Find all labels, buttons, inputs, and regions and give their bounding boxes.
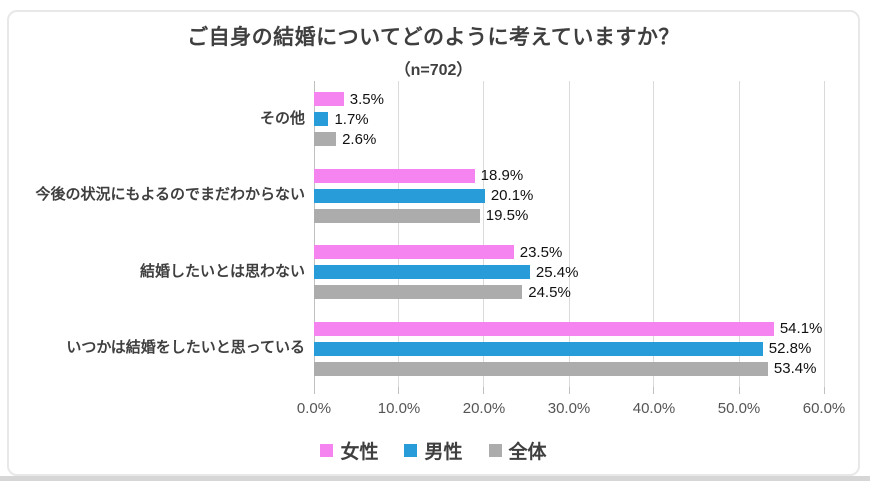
bar-女性 bbox=[314, 321, 774, 336]
bar-line: 3.5% bbox=[314, 91, 824, 108]
bar-value-label: 53.4% bbox=[773, 360, 817, 378]
bar-line: 23.5% bbox=[314, 244, 824, 261]
x-tick-label: 40.0% bbox=[632, 400, 676, 417]
legend-label: 女性 bbox=[340, 441, 379, 463]
category-label: 結婚したいとは思わない bbox=[139, 262, 305, 280]
bar-group: 23.5% 25.4% 24.5% bbox=[314, 234, 824, 311]
x-axis-ticks bbox=[313, 387, 825, 394]
bar-line: 53.4% bbox=[314, 360, 824, 377]
bar-rows: 3.5% 1.7% 2.6% 18.9% 20.1% 19.5% 23.5% 25.4% 24.… bbox=[314, 81, 824, 387]
axis-tick bbox=[568, 387, 570, 394]
chart-frame: ご自身の結婚についてどのように考えていますか？ （n=702） その他今後の状況… bbox=[7, 10, 860, 476]
bar-男性 bbox=[314, 341, 763, 356]
bar-line: 1.7% bbox=[314, 111, 824, 128]
plot-area: 3.5% 1.7% 2.6% 18.9% 20.1% 19.5% 23.5% 25.4% 24.… bbox=[313, 81, 825, 387]
gridline bbox=[738, 81, 740, 387]
gridline bbox=[568, 81, 570, 387]
bar-value-label: 1.7% bbox=[334, 110, 369, 128]
x-tick-label: 50.0% bbox=[717, 400, 761, 417]
x-tick-label: 20.0% bbox=[462, 400, 506, 417]
bar-value-label: 54.1% bbox=[779, 320, 823, 338]
axis-tick bbox=[823, 387, 825, 394]
legend-item-女性: 女性 bbox=[320, 437, 378, 464]
bar-value-label: 18.9% bbox=[480, 167, 524, 185]
legend-label: 男性 bbox=[424, 441, 463, 463]
bar-全体 bbox=[314, 132, 337, 147]
bar-value-label: 19.5% bbox=[485, 207, 529, 225]
legend-swatch bbox=[488, 443, 502, 457]
gridline bbox=[823, 81, 825, 387]
bar-女性 bbox=[314, 245, 514, 260]
bar-全体 bbox=[314, 285, 523, 300]
x-axis-labels: 0.0% 10.0% 20.0% 30.0% 40.0% 50.0% 60.0% bbox=[297, 400, 845, 420]
legend-label: 全体 bbox=[508, 441, 547, 463]
bar-男性 bbox=[314, 188, 485, 203]
x-tick-label: 0.0% bbox=[296, 400, 332, 417]
bar-line: 24.5% bbox=[314, 284, 824, 301]
gridline bbox=[653, 81, 655, 387]
x-tick-label: 30.0% bbox=[547, 400, 591, 417]
bar-value-label: 23.5% bbox=[519, 243, 563, 261]
category-axis-labels: その他今後の状況にもよるのでまだわからない結婚したいとは思わないいつかは結婚をし… bbox=[9, 81, 305, 387]
bar-group: 18.9% 20.1% 19.5% bbox=[314, 158, 824, 235]
legend-item-男性: 男性 bbox=[404, 437, 463, 464]
axis-tick bbox=[313, 387, 315, 394]
bar-value-label: 2.6% bbox=[342, 130, 377, 148]
axis-tick bbox=[738, 387, 740, 394]
chart-subtitle: （n=702） bbox=[394, 62, 473, 79]
axis-tick bbox=[483, 387, 485, 394]
bar-全体 bbox=[314, 208, 480, 223]
bar-女性 bbox=[314, 92, 344, 107]
category-label: その他 bbox=[259, 109, 305, 127]
gridline bbox=[483, 81, 485, 387]
bar-line: 2.6% bbox=[314, 131, 824, 148]
bar-line: 54.1% bbox=[314, 320, 824, 337]
bar-男性 bbox=[314, 112, 329, 127]
bar-value-label: 52.8% bbox=[768, 340, 812, 358]
bar-line: 52.8% bbox=[314, 340, 824, 357]
x-tick-label: 60.0% bbox=[802, 400, 846, 417]
legend-swatch bbox=[320, 443, 334, 457]
legend-swatch bbox=[404, 443, 418, 457]
x-tick-label: 10.0% bbox=[377, 400, 421, 417]
chart-title: ご自身の結婚についてどのように考えていますか？ bbox=[187, 26, 680, 49]
category-label: いつかは結婚をしたいと思っている bbox=[66, 339, 305, 357]
bar-line: 20.1% bbox=[314, 187, 824, 204]
category-label: 今後の状況にもよるのでまだわからない bbox=[35, 186, 305, 204]
bar-line: 19.5% bbox=[314, 207, 824, 224]
value-axis-line bbox=[313, 81, 315, 387]
legend: 女性 男性 全体 bbox=[9, 437, 858, 463]
axis-tick bbox=[653, 387, 655, 394]
axis-tick bbox=[398, 387, 400, 394]
legend-item-全体: 全体 bbox=[488, 437, 547, 464]
gridline bbox=[398, 81, 400, 387]
bar-全体 bbox=[314, 361, 768, 376]
bar-value-label: 3.5% bbox=[349, 90, 384, 108]
bottom-strip bbox=[0, 476, 870, 481]
bar-line: 18.9% bbox=[314, 167, 824, 184]
bar-group: 54.1% 52.8% 53.4% bbox=[314, 311, 824, 388]
bar-group: 3.5% 1.7% 2.6% bbox=[314, 81, 824, 158]
bar-女性 bbox=[314, 168, 475, 183]
bar-value-label: 25.4% bbox=[535, 263, 579, 281]
bar-男性 bbox=[314, 265, 530, 280]
bar-line: 25.4% bbox=[314, 264, 824, 281]
bar-value-label: 20.1% bbox=[490, 187, 534, 205]
bar-value-label: 24.5% bbox=[528, 283, 571, 301]
